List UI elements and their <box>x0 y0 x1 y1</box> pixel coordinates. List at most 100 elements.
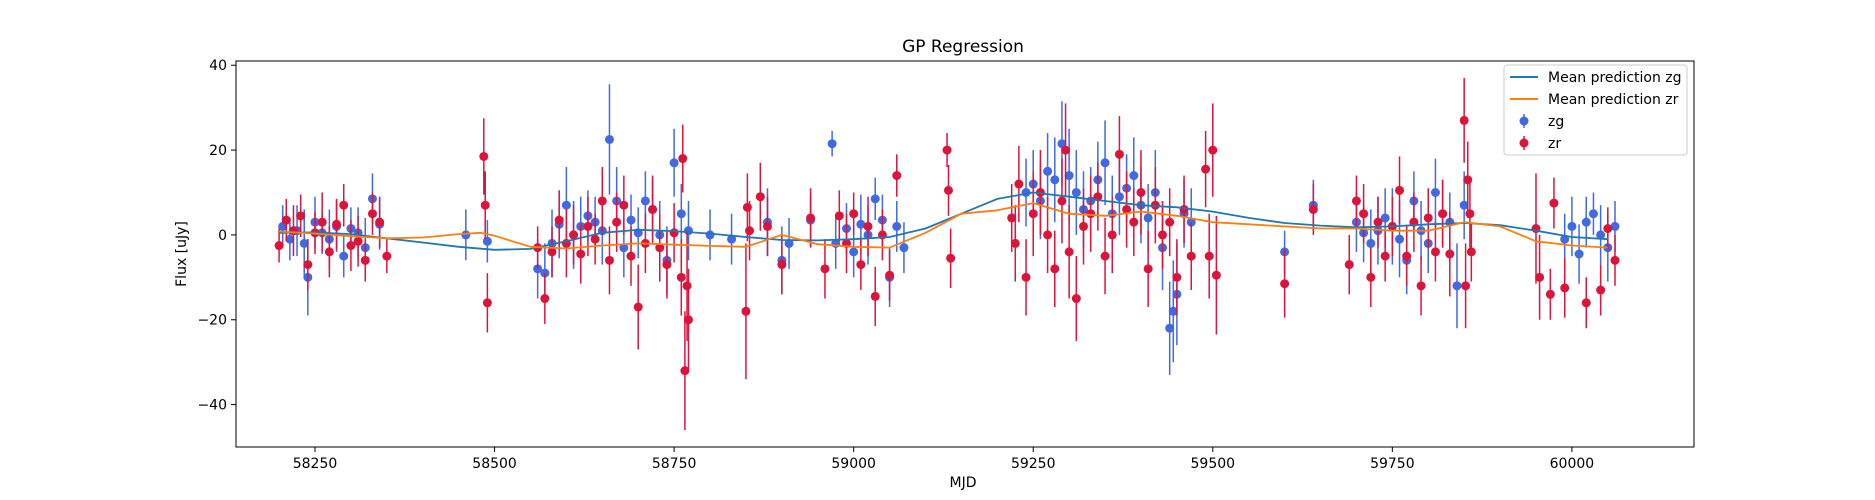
zr-data-point <box>864 222 873 231</box>
zg-data-point <box>1395 235 1404 244</box>
x-tick-label: 59750 <box>1370 456 1415 472</box>
zr-data-point <box>1546 290 1555 299</box>
zr-data-point <box>1463 175 1472 184</box>
zr-data-point <box>1165 218 1174 227</box>
zr-data-point <box>555 216 564 225</box>
zr-data-point <box>678 154 687 163</box>
zg-data-point <box>339 252 348 261</box>
zg-data-point <box>1452 281 1461 290</box>
zr-data-point <box>1431 247 1440 256</box>
zg-data-point <box>1366 239 1375 248</box>
legend-label-mean-zg: Mean prediction zg <box>1548 70 1682 86</box>
zr-data-point <box>1061 146 1070 155</box>
zg-data-point <box>1575 250 1584 259</box>
zr-data-point <box>1424 213 1433 222</box>
zr-data-point <box>1136 188 1145 197</box>
zr-data-point <box>318 218 327 227</box>
zr-data-point <box>1603 224 1612 233</box>
zr-data-point <box>1050 264 1059 273</box>
zr-data-point <box>944 186 953 195</box>
zr-data-point <box>1309 205 1318 214</box>
x-tick-label: 59500 <box>1191 456 1236 472</box>
zr-data-point <box>1610 256 1619 265</box>
zr-data-point <box>892 171 901 180</box>
zr-data-point <box>1011 239 1020 248</box>
x-tick-label: 58250 <box>293 456 338 472</box>
zr-data-point <box>1014 180 1023 189</box>
zr-data-point <box>677 273 686 282</box>
zr-data-point <box>1201 165 1210 174</box>
zr-data-point <box>1022 273 1031 282</box>
zg-data-point <box>1431 188 1440 197</box>
zg-data-point <box>461 230 470 239</box>
zr-data-point <box>1115 150 1124 159</box>
zr-data-point <box>683 281 692 290</box>
zr-data-point <box>871 292 880 301</box>
zg-data-point <box>670 158 679 167</box>
zr-data-point <box>1205 252 1214 261</box>
zr-data-point <box>1079 222 1088 231</box>
zr-data-point <box>1467 247 1476 256</box>
zg-data-point <box>483 237 492 246</box>
zr-data-point <box>1144 264 1153 273</box>
zg-data-point <box>1101 158 1110 167</box>
zg-data-point <box>871 194 880 203</box>
zr-data-point <box>303 260 312 269</box>
zr-data-point <box>634 303 643 312</box>
zr-data-point <box>382 252 391 261</box>
zr-data-point <box>354 237 363 246</box>
zr-data-point <box>741 307 750 316</box>
y-tick-label: 40 <box>209 58 227 74</box>
zr-data-point <box>1065 247 1074 256</box>
zr-data-point <box>1043 230 1052 239</box>
x-tick-label: 58500 <box>472 456 517 472</box>
zr-data-point <box>1212 271 1221 280</box>
zr-data-point <box>856 260 865 269</box>
x-tick-label: 58750 <box>652 456 697 472</box>
zg-data-point <box>684 226 693 235</box>
legend-marker-zr-dot <box>1520 139 1529 148</box>
zr-data-point <box>1172 273 1181 282</box>
x-tick-label: 60000 <box>1550 456 1595 472</box>
zr-data-point <box>1345 260 1354 269</box>
zr-data-point <box>368 209 377 218</box>
zr-data-point <box>1445 250 1454 259</box>
y-tick-label: −20 <box>197 313 227 329</box>
zg-data-point <box>706 230 715 239</box>
zr-data-point <box>605 256 614 265</box>
zg-data-point <box>641 196 650 205</box>
zr-data-point <box>619 201 628 210</box>
zr-data-point <box>806 213 815 222</box>
zr-data-point <box>1402 252 1411 261</box>
y-axis-label: Flux [uJy] <box>174 221 190 287</box>
zr-data-point <box>756 192 765 201</box>
zr-data-point <box>1057 196 1066 205</box>
legend-label-mean-zr: Mean prediction zr <box>1548 92 1679 108</box>
zr-data-point <box>1395 186 1404 195</box>
zr-data-point <box>1029 209 1038 218</box>
zr-data-point <box>1180 205 1189 214</box>
x-tick-label: 59000 <box>831 456 876 472</box>
zr-data-point <box>835 211 844 220</box>
zr-data-point <box>583 222 592 231</box>
zr-data-point <box>777 260 786 269</box>
legend-label-zg: zg <box>1548 114 1564 130</box>
zr-data-point <box>1549 199 1558 208</box>
legend-marker-zg-dot <box>1520 117 1529 126</box>
zg-data-point <box>899 243 908 252</box>
zr-data-point <box>282 216 291 225</box>
y-tick-label: 20 <box>209 143 227 159</box>
zr-data-point <box>684 315 693 324</box>
zr-data-point <box>1465 209 1474 218</box>
zr-data-point <box>627 252 636 261</box>
zr-data-point <box>1461 281 1470 290</box>
zr-data-point <box>479 152 488 161</box>
zr-data-point <box>885 271 894 280</box>
zr-data-point <box>375 218 384 227</box>
zr-data-point <box>1086 209 1095 218</box>
zr-data-point <box>1417 281 1426 290</box>
zr-data-point <box>540 294 549 303</box>
zr-data-point <box>1280 279 1289 288</box>
zr-data-point <box>1359 209 1368 218</box>
